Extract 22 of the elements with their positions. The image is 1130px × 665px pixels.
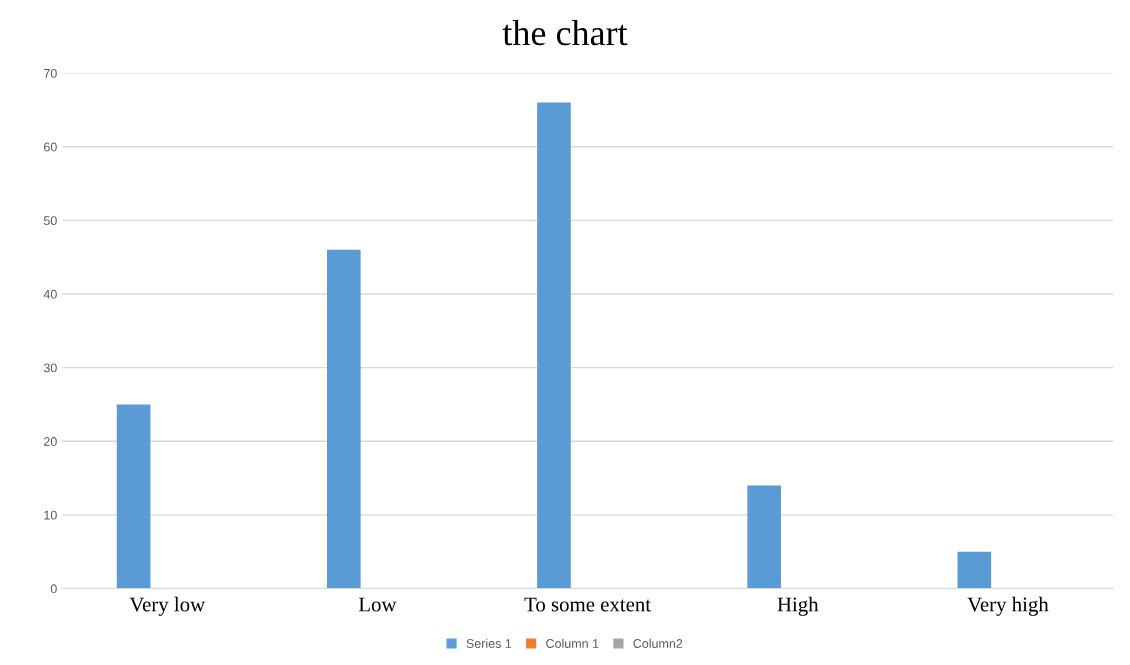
y-tick-label: 40	[43, 289, 57, 299]
y-tick-label: 70	[44, 68, 57, 78]
legend-label: Column2	[633, 638, 683, 648]
bar	[747, 485, 781, 589]
chart-title: the chart	[502, 19, 628, 46]
bar	[957, 551, 992, 589]
y-tick-label: 50	[43, 216, 57, 226]
y-tick-label: 30	[43, 363, 57, 373]
y-tick-label: 10	[44, 510, 57, 520]
x-tick-label: Very high	[967, 596, 1049, 616]
x-tick-label: Low	[358, 597, 397, 612]
legend-label: Series 1	[466, 638, 512, 648]
x-tick-label: High	[777, 596, 819, 616]
legend-label: Column 1	[546, 638, 599, 648]
y-tick-label: 60	[44, 142, 57, 152]
bar	[116, 404, 151, 589]
y-tick-label: 0	[50, 584, 57, 594]
y-tick-label: 20	[44, 437, 57, 446]
bar	[537, 102, 571, 589]
bar	[326, 249, 361, 589]
x-tick-label: To some extent	[524, 597, 651, 612]
x-tick-label: Very low	[129, 596, 206, 616]
